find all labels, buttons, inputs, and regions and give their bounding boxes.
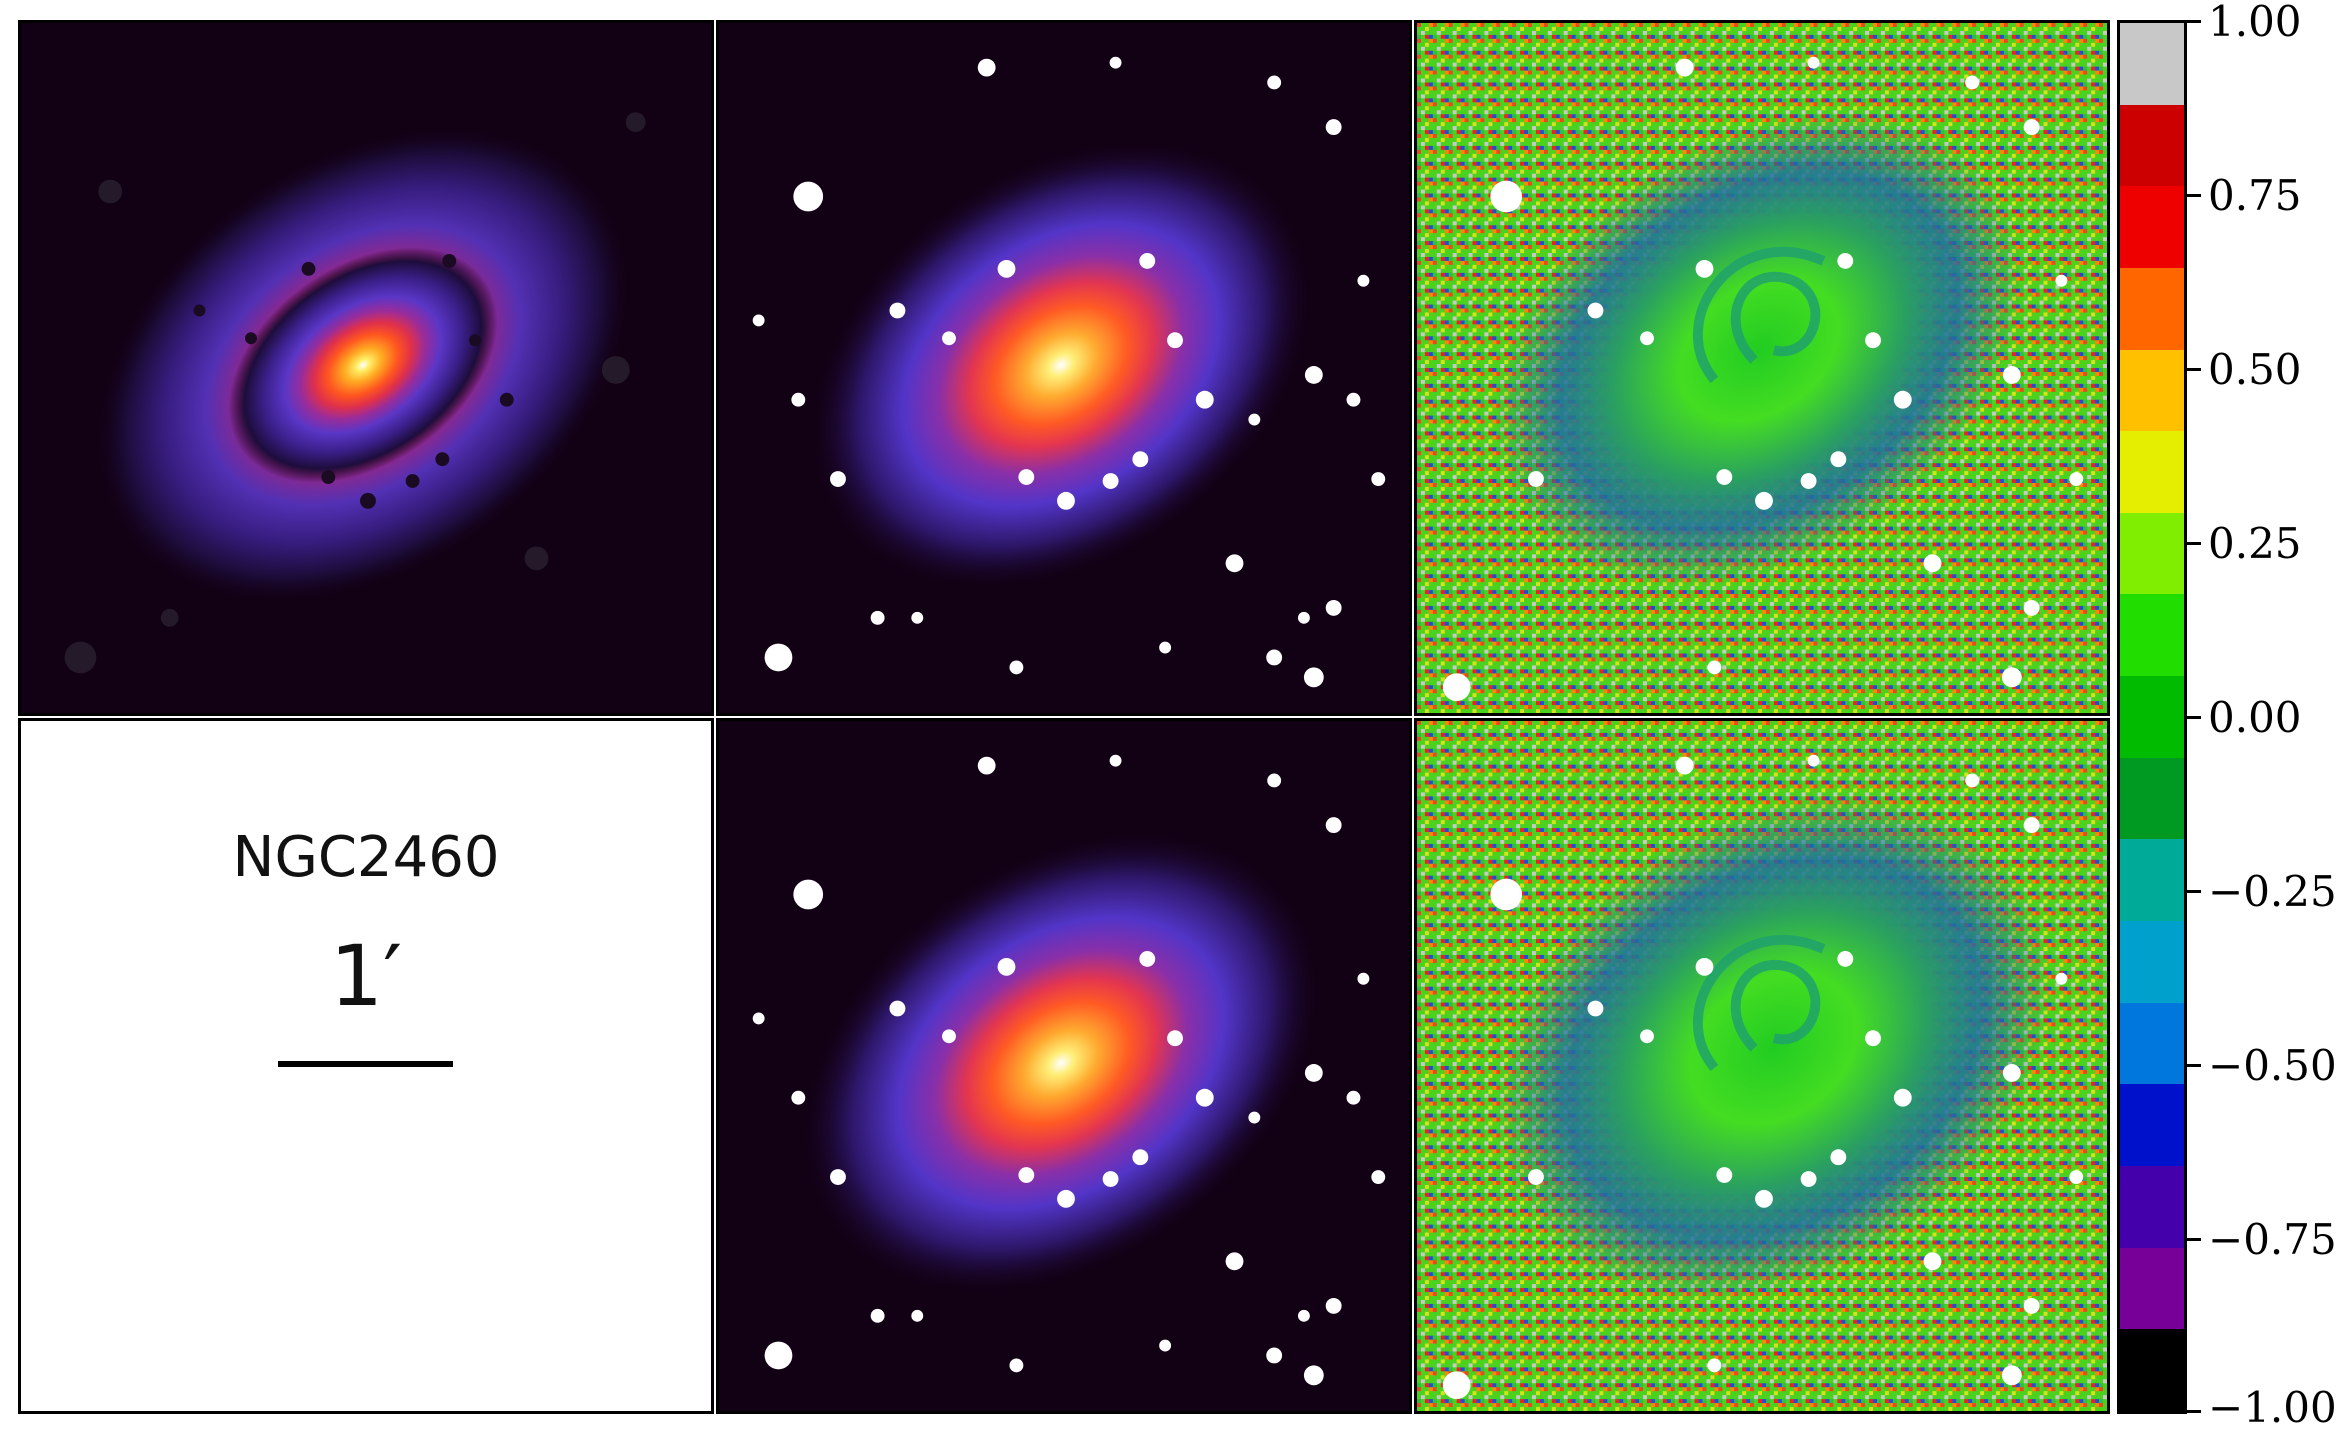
galaxy-image bbox=[21, 23, 711, 713]
colorbar-tick bbox=[2187, 194, 2201, 197]
residual-image-1 bbox=[1417, 23, 2107, 713]
colorbar-segment bbox=[2120, 1247, 2184, 1330]
colorbar-tick-label: −1.00 bbox=[2208, 1383, 2337, 1432]
colorbar-segment bbox=[2120, 921, 2184, 1003]
colorbar-tick bbox=[2187, 1064, 2201, 1067]
info-panel: NGC2460 1′ bbox=[18, 718, 714, 1414]
colorbar-segment bbox=[2120, 594, 2184, 677]
colorbar-segment bbox=[2120, 676, 2184, 758]
colorbar-segment bbox=[2120, 1084, 2184, 1166]
colorbar-segment bbox=[2120, 1329, 2184, 1411]
colorbar-segment bbox=[2120, 186, 2184, 268]
colorbar-segment bbox=[2120, 512, 2184, 595]
colorbar-segment bbox=[2120, 104, 2184, 187]
colorbar-segment bbox=[2120, 1165, 2184, 1248]
colorbar-segment bbox=[2120, 431, 2184, 513]
scale-bar bbox=[278, 1061, 453, 1067]
colorbar-segment bbox=[2120, 23, 2184, 105]
galaxy-image-panel bbox=[18, 20, 714, 716]
model-image-1 bbox=[719, 23, 1409, 713]
colorbar-tick bbox=[2187, 368, 2201, 371]
model-image-2 bbox=[719, 721, 1409, 1411]
colorbar-tick bbox=[2187, 716, 2201, 719]
colorbar-tick-label: 0.50 bbox=[2208, 345, 2302, 394]
colorbar-segment bbox=[2120, 267, 2184, 350]
colorbar-tick-label: 0.00 bbox=[2208, 693, 2302, 742]
colorbar-segment bbox=[2120, 349, 2184, 432]
scale-bar-label: 1′ bbox=[329, 927, 403, 1025]
colorbar-segment bbox=[2120, 1002, 2184, 1085]
colorbar-tick bbox=[2187, 20, 2201, 23]
colorbar-tick-label: 0.75 bbox=[2208, 171, 2302, 220]
colorbar bbox=[2117, 20, 2187, 1414]
galaxy-name-label: NGC2460 bbox=[232, 825, 500, 890]
residual-image-panel-1 bbox=[1414, 20, 2110, 716]
colorbar-tick-label: 1.00 bbox=[2208, 0, 2302, 46]
colorbar-tick bbox=[2187, 1410, 2201, 1413]
colorbar-tick bbox=[2187, 542, 2201, 545]
colorbar-tick-label: −0.25 bbox=[2208, 867, 2337, 916]
colorbar-tick-label: −0.75 bbox=[2208, 1215, 2337, 1264]
colorbar-tick-label: 0.25 bbox=[2208, 519, 2302, 568]
model-image-panel-2 bbox=[716, 718, 1412, 1414]
colorbar-tick bbox=[2187, 1238, 2201, 1241]
colorbar-segment bbox=[2120, 757, 2184, 840]
residual-image-panel-2 bbox=[1414, 718, 2110, 1414]
colorbar-tick-label: −0.50 bbox=[2208, 1041, 2337, 1090]
model-image-panel-1 bbox=[716, 20, 1412, 716]
colorbar-segment bbox=[2120, 839, 2184, 922]
residual-image-2 bbox=[1417, 721, 2107, 1411]
colorbar-tick bbox=[2187, 890, 2201, 893]
